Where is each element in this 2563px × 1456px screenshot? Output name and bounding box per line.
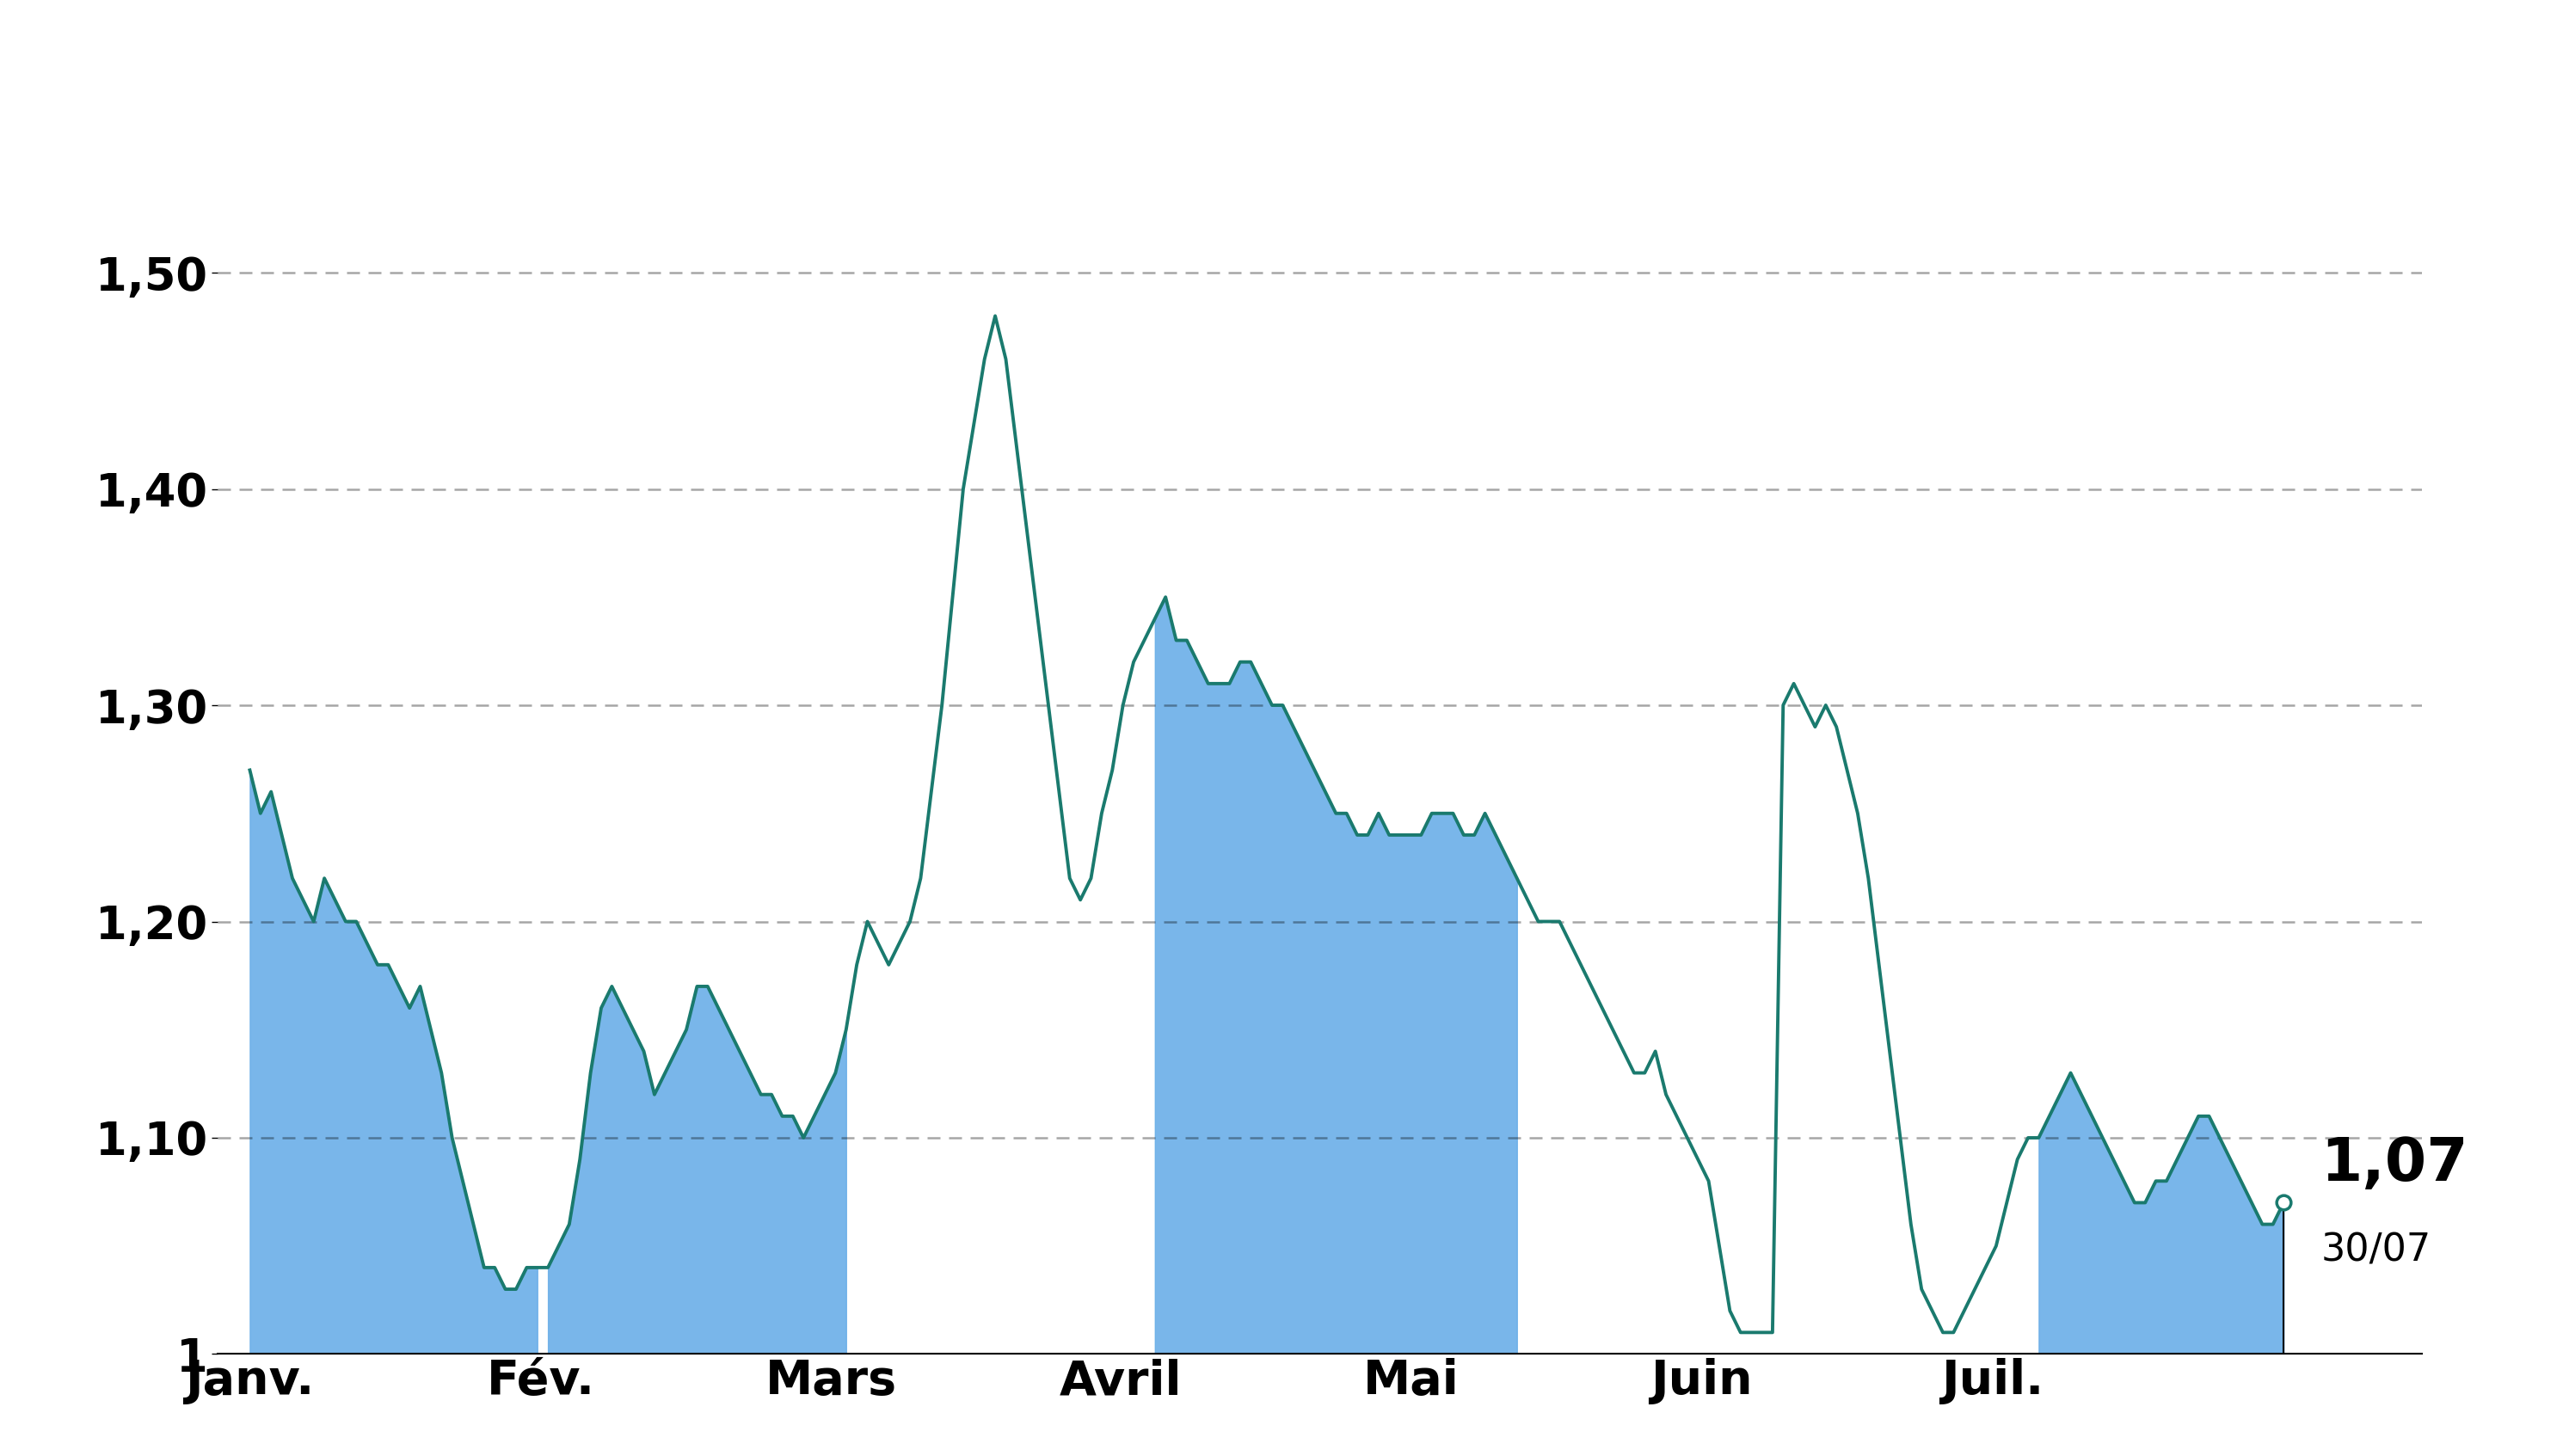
Text: 30/07: 30/07: [2322, 1232, 2432, 1268]
Text: TRANSGENE: TRANSGENE: [994, 66, 1645, 157]
Text: 1,07: 1,07: [2322, 1134, 2468, 1192]
